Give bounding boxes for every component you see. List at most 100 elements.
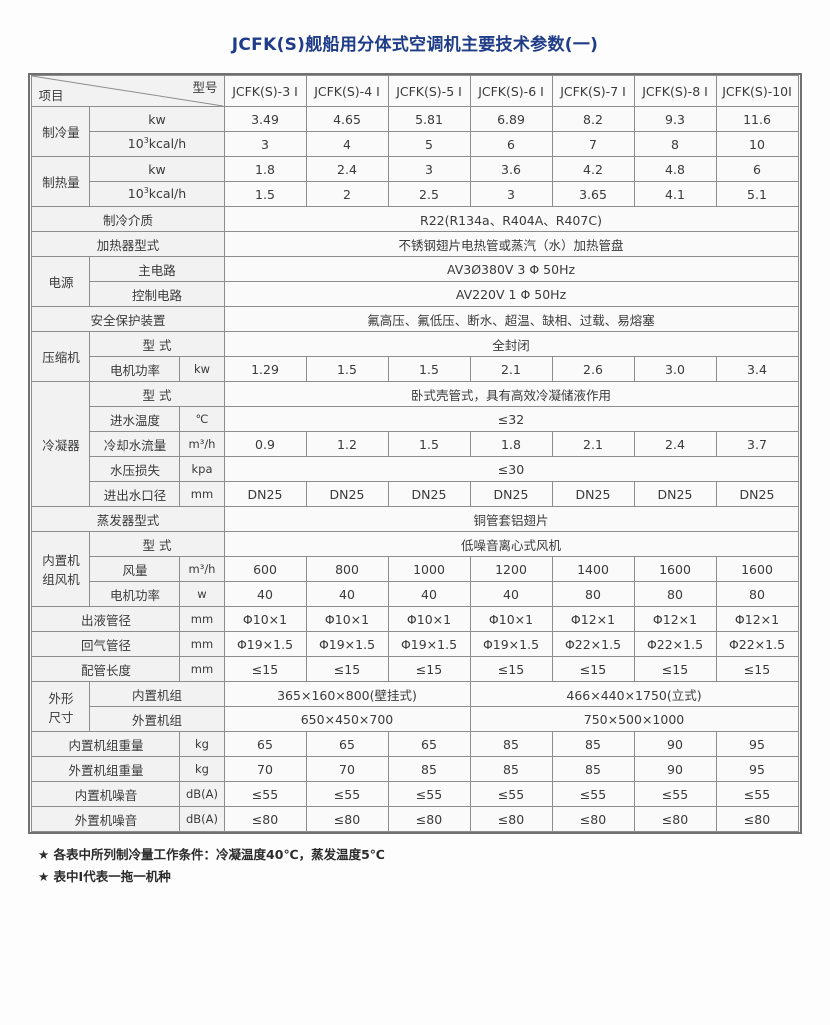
cell-compressor-motor-5: 3.0 <box>633 356 717 382</box>
cell-outdoor-noise-3: ≤80 <box>469 806 553 832</box>
cell-pipe-length-5: ≤15 <box>633 656 717 682</box>
table-row-indoor-weight: 内置机组重量 kg 65 65 65 85 85 90 95 <box>31 731 799 757</box>
footnote-0: ★ 各表中所列制冷量工作条件：冷凝温度40℃，蒸发温度5℃ <box>38 847 385 862</box>
footnote-1: ★ 表中Ⅰ代表一拖一机种 <box>38 868 171 884</box>
cell-heating-kcal-2: 2.5 <box>387 181 471 207</box>
cell-pipe-length-2: ≤15 <box>387 656 471 682</box>
row-label-water-pressure-loss: 水压损失 <box>89 456 181 482</box>
row-label-liquid-pipe-dia: 出液管径 <box>31 606 181 632</box>
kcal-base: 10 <box>127 186 144 202</box>
cell-cooling-water-flow-4: 2.1 <box>551 431 635 457</box>
cell-pipe-length-6: ≤15 <box>715 656 799 682</box>
table-frame: 项目 型号 JCFK(S)-3 Ⅰ JCFK(S)-4 Ⅰ JCFK(S)-5 … <box>28 73 802 834</box>
cell-cooling-kw-2: 5.81 <box>387 106 471 132</box>
table-row-refrigerant: 制冷介质 R22(R134a、R404A、R407C) <box>31 206 799 232</box>
row-unit-liquid-pipe-dia: mm <box>179 606 225 632</box>
model-header-2: JCFK(S)-5 Ⅰ <box>387 75 471 107</box>
cell-outdoor-unit-dim-left: 650×450×700 <box>223 706 471 732</box>
cell-water-port-dia-1: DN25 <box>305 481 389 507</box>
table-row-outdoor-weight: 外置机组重量 kg 70 70 85 85 85 90 95 <box>31 756 799 782</box>
kcal-exponent: 3 <box>143 186 149 196</box>
cell-cooling-kcal-5: 8 <box>633 131 717 157</box>
table-row-water-port-dia: 进出水口径 mm DN25 DN25 DN25 DN25 DN25 DN25 D… <box>32 481 799 507</box>
cell-indoor-noise-4: ≤55 <box>551 781 635 807</box>
row-label-pipe-length: 配管长度 <box>31 656 181 682</box>
table-row-water-pressure-loss: 水压损失 kpa ≤30 <box>32 456 799 482</box>
specifications-table: 项目 型号 JCFK(S)-3 Ⅰ JCFK(S)-4 Ⅰ JCFK(S)-5 … <box>31 75 799 832</box>
table-row-heating-kw: 制热量 kw 1.8 2.4 3 3.6 4.2 4.8 6 <box>31 156 799 207</box>
group-label-compressor: 压缩机 <box>31 331 91 382</box>
cell-outdoor-weight-5: 90 <box>633 756 717 782</box>
cell-main-circuit-value: AV3Ø380V 3 Φ 50Hz <box>223 256 799 282</box>
table-row-outdoor-noise: 外置机噪音 dB(A) ≤80 ≤80 ≤80 ≤80 ≤80 ≤80 ≤80 <box>31 806 799 832</box>
table-row-main-circuit: 电源 主电路 AV3Ø380V 3 Φ 50Hz <box>31 256 799 307</box>
cell-liquid-pipe-dia-0: Φ10×1 <box>223 606 307 632</box>
table-row-indoor-noise: 内置机噪音 dB(A) ≤55 ≤55 ≤55 ≤55 ≤55 ≤55 ≤55 <box>31 781 799 807</box>
cell-liquid-pipe-dia-2: Φ10×1 <box>387 606 471 632</box>
cell-control-circuit-value: AV220V 1 Φ 50Hz <box>223 281 799 307</box>
row-label-fan-type: 型 式 <box>89 531 225 557</box>
cell-cooling-kw-1: 4.65 <box>305 106 389 132</box>
cell-indoor-noise-2: ≤55 <box>387 781 471 807</box>
cell-indoor-weight-3: 85 <box>469 731 553 757</box>
header-model-label: 型号 <box>192 80 218 95</box>
cell-heating-kcal-4: 3.65 <box>551 181 635 207</box>
cell-outdoor-noise-4: ≤80 <box>551 806 635 832</box>
cell-cooling-water-flow-2: 1.5 <box>387 431 471 457</box>
cell-cooling-water-flow-6: 3.7 <box>715 431 799 457</box>
cell-cooling-kcal-6: 10 <box>715 131 799 157</box>
row-label-inlet-water-temp: 进水温度 <box>89 406 181 432</box>
row-label-indoor-noise: 内置机噪音 <box>31 781 181 807</box>
table-row-air-volume: 风量 m³/h 600 800 1000 1200 1400 1600 1600 <box>32 556 799 582</box>
model-header-3: JCFK(S)-6 Ⅰ <box>469 75 553 107</box>
cell-liquid-pipe-dia-6: Φ12×1 <box>715 606 799 632</box>
cell-indoor-unit-dim-left: 365×160×800(壁挂式) <box>223 681 471 707</box>
table-row-indoor-unit-dim: 外形 尺寸 内置机组 365×160×800(壁挂式) 466×440×1750… <box>31 681 799 732</box>
model-header-0: JCFK(S)-3 Ⅰ <box>223 75 307 107</box>
cell-compressor-motor-6: 3.4 <box>715 356 799 382</box>
group-label-dimensions: 外形 尺寸 <box>31 681 91 732</box>
cell-fan-motor-power-0: 40 <box>223 581 307 607</box>
cell-air-volume-3: 1200 <box>469 556 553 582</box>
table-row-heating-kcal: 103kcal/h 1.5 2 2.5 3 3.65 4.1 5.1 <box>32 181 799 207</box>
row-unit-outdoor-weight: kg <box>179 756 225 782</box>
cell-pipe-length-0: ≤15 <box>223 656 307 682</box>
kcal-tail: kcal/h <box>148 136 187 152</box>
kcal-exponent: 3 <box>143 136 149 146</box>
cell-cooling-kcal-2: 5 <box>387 131 471 157</box>
footnotes-section: ★ 各表中所列制冷量工作条件：冷凝温度40℃，蒸发温度5℃ ★ 表中Ⅰ代表一拖一… <box>30 844 800 888</box>
row-label-cooling-kw: kw <box>89 106 225 132</box>
row-label-heater-type: 加热器型式 <box>31 231 225 257</box>
cell-outdoor-weight-4: 85 <box>551 756 635 782</box>
cell-indoor-unit-dim-right: 466×440×1750(立式) <box>469 681 799 707</box>
cell-outdoor-noise-5: ≤80 <box>633 806 717 832</box>
cell-liquid-pipe-dia-1: Φ10×1 <box>305 606 389 632</box>
cell-heating-kw-6: 6 <box>715 156 799 182</box>
model-header-4: JCFK(S)-7 Ⅰ <box>551 75 635 107</box>
table-row-compressor-type: 压缩机 型 式 全封闭 <box>31 331 799 382</box>
cell-indoor-noise-5: ≤55 <box>633 781 717 807</box>
cell-pipe-length-4: ≤15 <box>551 656 635 682</box>
row-unit-indoor-weight: kg <box>179 731 225 757</box>
cell-indoor-noise-0: ≤55 <box>223 781 307 807</box>
cell-fan-type-value: 低噪音离心式风机 <box>223 531 799 557</box>
cell-fan-motor-power-5: 80 <box>633 581 717 607</box>
cell-water-port-dia-2: DN25 <box>387 481 471 507</box>
row-label-heating-kcal: 103kcal/h <box>89 181 225 207</box>
table-row-heater-type: 加热器型式 不锈钢翅片电热管或蒸汽（水）加热管盘 <box>31 231 799 257</box>
cell-outdoor-unit-dim-right: 750×500×1000 <box>469 706 799 732</box>
row-label-control-circuit: 控制电路 <box>89 281 225 307</box>
header-corner-cell: 项目 型号 <box>31 75 225 107</box>
group-label-indoor-fan: 内置机 组风机 <box>31 531 91 607</box>
row-unit-inlet-water-temp: ℃ <box>179 406 225 432</box>
cell-gas-pipe-dia-4: Φ22×1.5 <box>551 631 635 657</box>
cell-indoor-noise-1: ≤55 <box>305 781 389 807</box>
cell-pipe-length-1: ≤15 <box>305 656 389 682</box>
row-label-indoor-weight: 内置机组重量 <box>31 731 181 757</box>
cell-indoor-weight-5: 90 <box>633 731 717 757</box>
model-header-5: JCFK(S)-8 Ⅰ <box>633 75 717 107</box>
cell-inlet-water-temp-value: ≤32 <box>223 406 799 432</box>
cell-cooling-kcal-1: 4 <box>305 131 389 157</box>
cell-water-port-dia-4: DN25 <box>551 481 635 507</box>
